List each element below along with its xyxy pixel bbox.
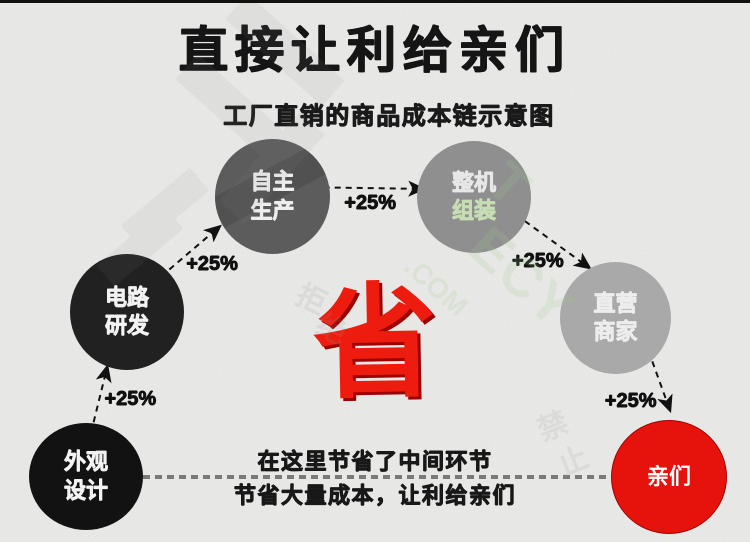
svg-text:T: T <box>475 149 543 219</box>
svg-text:ECY: ECY <box>457 214 587 340</box>
svg-text:止: 止 <box>553 441 593 483</box>
svg-text:禁: 禁 <box>533 406 573 448</box>
